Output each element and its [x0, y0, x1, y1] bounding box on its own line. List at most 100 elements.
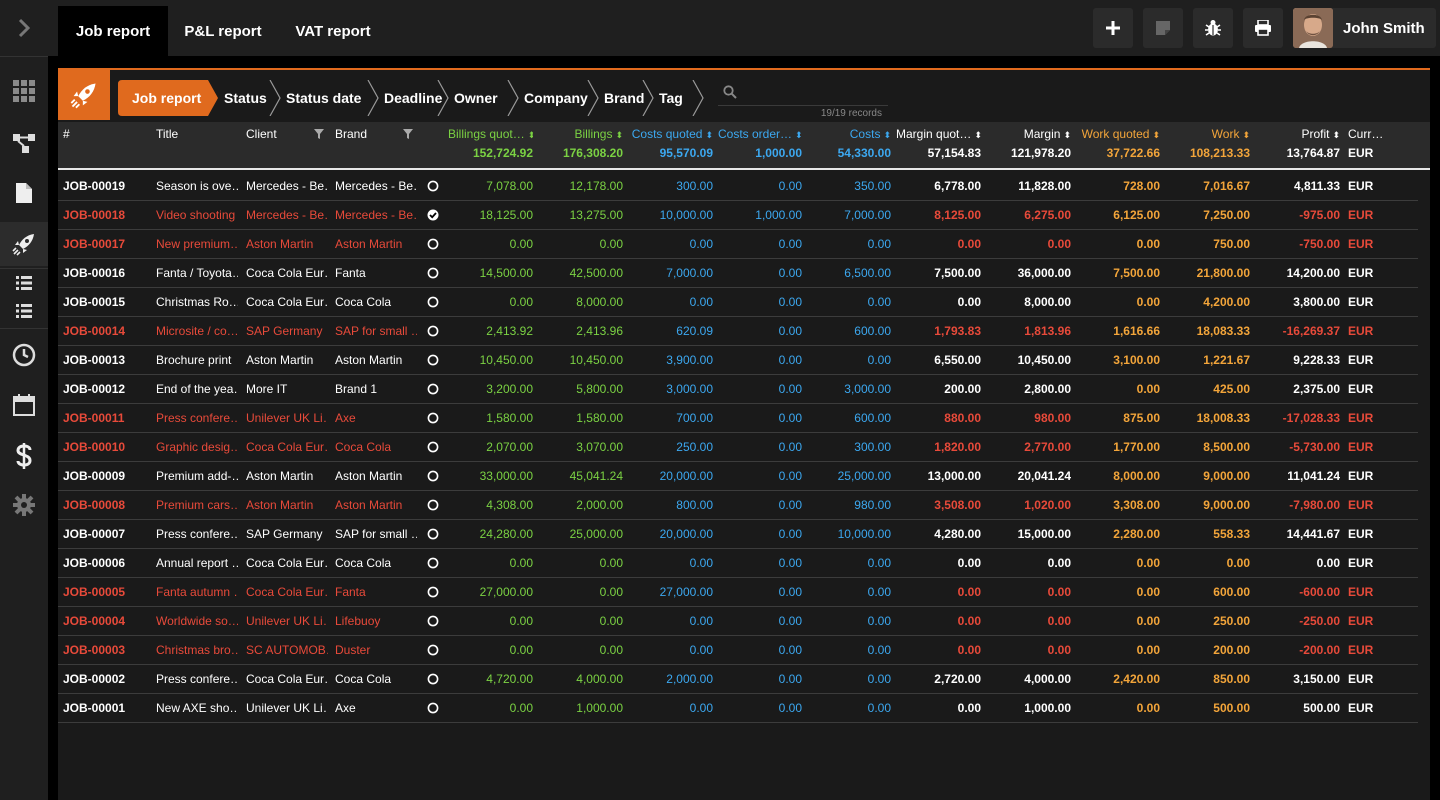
- cell-title[interactable]: Video shooting: [156, 208, 236, 222]
- table-row[interactable]: JOB-00011 Press confere… Unilever UK Li… Ax…: [58, 404, 1418, 433]
- cell-id[interactable]: JOB-00011: [63, 411, 125, 425]
- table-row[interactable]: JOB-00007 Press confere… SAP Germany SAP fo…: [58, 520, 1418, 549]
- cell-id[interactable]: JOB-00008: [63, 498, 126, 512]
- sidebar-item-workflow[interactable]: [0, 122, 48, 164]
- table-row[interactable]: JOB-00002 Press confere… Coca Cola Eur… Coc…: [58, 665, 1418, 694]
- cell-title[interactable]: Press confere…: [156, 527, 238, 541]
- table-row[interactable]: JOB-00009 Premium add-… Aston Martin Aston …: [58, 462, 1418, 491]
- column-header-costs[interactable]: Costs ⬍: [806, 127, 891, 141]
- column-header-billings-quoted[interactable]: Billings quot… ⬍: [448, 127, 533, 141]
- cell-title[interactable]: Fanta autumn …: [156, 585, 238, 599]
- cell-id[interactable]: JOB-00007: [63, 527, 126, 541]
- sort-icon[interactable]: ⬍: [1242, 130, 1250, 140]
- cell-title[interactable]: Brochure print: [156, 353, 232, 367]
- table-row[interactable]: JOB-00015 Christmas Ro… Coca Cola Eur… Coca…: [58, 288, 1418, 317]
- table-row[interactable]: JOB-00008 Premium cars… Aston Martin Aston …: [58, 491, 1418, 520]
- cell-title[interactable]: Press confere…: [156, 672, 238, 686]
- breadcrumb-item-status[interactable]: Status: [210, 80, 281, 116]
- status-open-icon[interactable]: [427, 528, 439, 540]
- table-row[interactable]: JOB-00019 Season is ove… Mercedes - Be… Mer…: [58, 172, 1418, 201]
- sidebar-item-dashboard[interactable]: [0, 70, 48, 112]
- sidebar-expand-button[interactable]: [0, 8, 48, 48]
- status-open-icon[interactable]: [427, 267, 439, 279]
- user-menu[interactable]: John Smith: [1293, 8, 1436, 48]
- column-header-margin[interactable]: Margin ⬍: [986, 127, 1071, 141]
- column-header-profit[interactable]: Profit ⬍: [1254, 127, 1340, 141]
- table-row[interactable]: JOB-00017 New premium… Aston Martin Aston M…: [58, 230, 1418, 259]
- sidebar-item-list-a[interactable]: [0, 272, 48, 294]
- cell-id[interactable]: JOB-00009: [63, 469, 126, 483]
- cell-id[interactable]: JOB-00004: [63, 614, 126, 628]
- cell-title[interactable]: Graphic desig…: [156, 440, 238, 454]
- cell-id[interactable]: JOB-00006: [63, 556, 126, 570]
- cell-title[interactable]: New AXE sho…: [156, 701, 238, 715]
- cell-id[interactable]: JOB-00001: [63, 701, 126, 715]
- table-row[interactable]: JOB-00003 Christmas bro… SC AUTOMOB… Duster…: [58, 636, 1418, 665]
- cell-id[interactable]: JOB-00016: [63, 266, 126, 280]
- column-header-work[interactable]: Work ⬍: [1164, 127, 1250, 141]
- status-open-icon[interactable]: [427, 470, 439, 482]
- status-open-icon[interactable]: [427, 441, 439, 453]
- cell-id[interactable]: JOB-00003: [63, 643, 126, 657]
- sort-icon[interactable]: ⬍: [705, 130, 713, 140]
- column-header-work-quoted[interactable]: Work quoted ⬍: [1074, 127, 1160, 141]
- report-bug-button[interactable]: [1193, 8, 1233, 48]
- status-done-icon[interactable]: [427, 209, 439, 221]
- breadcrumb-item-brand[interactable]: Brand: [590, 80, 654, 116]
- sidebar-item-documents[interactable]: [0, 172, 48, 214]
- filter-icon[interactable]: [403, 129, 413, 139]
- status-open-icon[interactable]: [427, 383, 439, 395]
- table-row[interactable]: JOB-00012 End of the yea… More IT Brand 1 3,…: [58, 375, 1418, 404]
- table-row[interactable]: JOB-00010 Graphic desig… Coca Cola Eur… Coc…: [58, 433, 1418, 462]
- breadcrumb-item-job-report[interactable]: Job report: [118, 80, 218, 116]
- sort-icon[interactable]: ⬍: [615, 130, 623, 140]
- status-open-icon[interactable]: [427, 673, 439, 685]
- cell-title[interactable]: New premium…: [156, 237, 238, 251]
- cell-id[interactable]: JOB-00017: [63, 237, 126, 251]
- filter-icon[interactable]: [314, 129, 324, 139]
- column-header-id[interactable]: #: [63, 127, 151, 141]
- breadcrumb-item-company[interactable]: Company: [510, 80, 599, 116]
- cell-id[interactable]: JOB-00015: [63, 295, 126, 309]
- cell-title[interactable]: Christmas Ro…: [156, 295, 238, 309]
- cell-id[interactable]: JOB-00014: [63, 324, 126, 338]
- search-input[interactable]: [744, 84, 884, 102]
- notes-button[interactable]: [1143, 8, 1183, 48]
- table-row[interactable]: JOB-00001 New AXE sho… Unilever UK Li… Axe 0…: [58, 694, 1418, 723]
- sort-icon[interactable]: ⬍: [1063, 130, 1071, 140]
- sidebar-item-calendar[interactable]: [0, 384, 48, 426]
- status-open-icon[interactable]: [427, 412, 439, 424]
- table-row[interactable]: JOB-00016 Fanta / Toyota… Coca Cola Eur… Fa…: [58, 259, 1418, 288]
- status-open-icon[interactable]: [427, 644, 439, 656]
- status-open-icon[interactable]: [427, 499, 439, 511]
- sort-icon[interactable]: ⬍: [795, 130, 802, 140]
- sort-icon[interactable]: ⬍: [1332, 130, 1340, 140]
- cell-title[interactable]: Fanta / Toyota…: [156, 266, 238, 280]
- cell-id[interactable]: JOB-00012: [63, 382, 126, 396]
- cell-title[interactable]: Christmas bro…: [156, 643, 238, 657]
- module-button[interactable]: [58, 70, 110, 120]
- sort-icon[interactable]: ⬍: [974, 130, 981, 140]
- cell-title[interactable]: Annual report …: [156, 556, 238, 570]
- table-row[interactable]: JOB-00005 Fanta autumn … Coca Cola Eur… Fan…: [58, 578, 1418, 607]
- tab-job-report[interactable]: Job report: [58, 6, 168, 56]
- cell-id[interactable]: JOB-00019: [63, 179, 126, 193]
- column-header-currency[interactable]: Curr…: [1348, 127, 1388, 141]
- breadcrumb-item-status-date[interactable]: Status date: [272, 80, 379, 116]
- cell-title[interactable]: End of the yea…: [156, 382, 238, 396]
- sidebar-item-settings[interactable]: [0, 484, 48, 526]
- table-row[interactable]: JOB-00004 Worldwide so… Unilever UK Li… Lif…: [58, 607, 1418, 636]
- tab-pl-report[interactable]: P&L report: [168, 6, 278, 56]
- breadcrumb-item-owner[interactable]: Owner: [440, 80, 519, 116]
- tab-vat-report[interactable]: VAT report: [278, 6, 388, 56]
- status-open-icon[interactable]: [427, 238, 439, 250]
- sort-icon[interactable]: ⬍: [1152, 130, 1160, 140]
- cell-title[interactable]: Worldwide so…: [156, 614, 238, 628]
- column-header-costs-ordered[interactable]: Costs order… ⬍: [718, 127, 802, 141]
- cell-title[interactable]: Season is ove…: [156, 179, 238, 193]
- breadcrumb-item-tag[interactable]: Tag: [645, 80, 704, 116]
- status-open-icon[interactable]: [427, 557, 439, 569]
- status-open-icon[interactable]: [427, 325, 439, 337]
- column-header-client[interactable]: Client: [246, 127, 328, 141]
- cell-id[interactable]: JOB-00018: [63, 208, 126, 222]
